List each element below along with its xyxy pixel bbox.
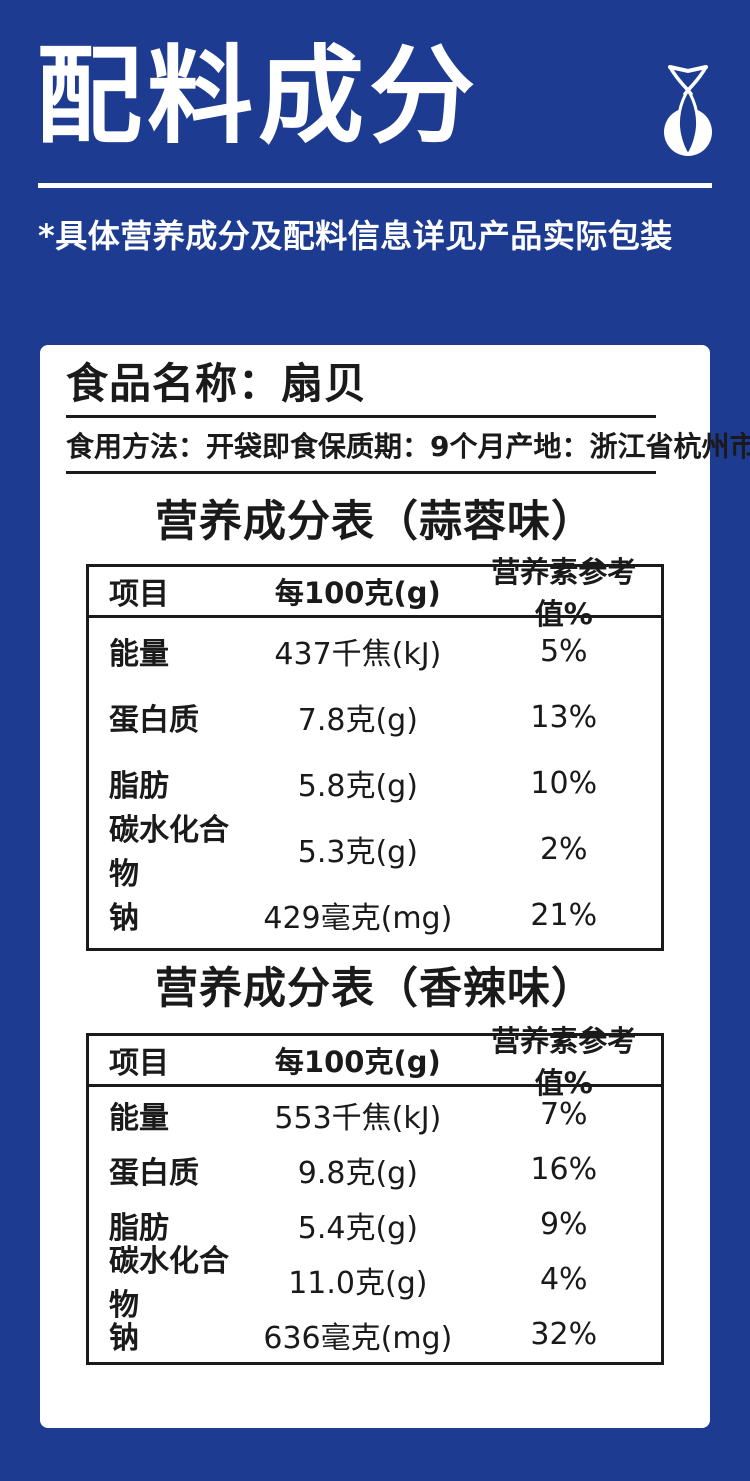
nutrient-amount: 9.8克(g) [297, 1155, 418, 1191]
col-header-per100g: 每100克(g) [274, 576, 441, 610]
nutrient-name: 碳水化合物 [109, 813, 229, 892]
nutrient-amount: 5.3克(g) [297, 835, 418, 870]
nutrient-amount: 5.4克(g) [297, 1210, 418, 1246]
nutrient-nrv: 32% [530, 1317, 598, 1352]
table-row: 能量 437千焦(kJ) 5% [89, 618, 661, 684]
table-row: 脂肪 5.8克(g) 10% [89, 750, 661, 816]
product-info-card: 食品名称：扇贝 食用方法：开袋即食 保质期：9个月 产地：浙江省杭州市 营养成分… [40, 345, 750, 1428]
fish-icon [664, 65, 712, 156]
table-row: 蛋白质 7.8克(g) 13% [89, 684, 661, 750]
nutrient-name: 蛋白质 [109, 1155, 199, 1191]
table-row: 碳水化合物 11.0克(g) 4% [89, 1244, 661, 1323]
disclaimer-note: *具体营养成分及配料信息详见产品实际包装 [38, 217, 673, 255]
shelf-life-text: 保质期：9个月 [318, 429, 506, 463]
table-row: 碳水化合物 5.3克(g) 2% [89, 813, 661, 892]
usage-text: 食用方法：开袋即食 [66, 429, 319, 463]
nutrient-amount: 429毫克(mg) [263, 901, 453, 936]
divider [66, 415, 656, 418]
col-header-nrv: 营养素参考值% [491, 1024, 637, 1100]
nutrition-title-spicy: 营养成分表（香辣味） [155, 964, 595, 1014]
nutrient-nrv: 10% [530, 765, 598, 801]
nutrition-title-garlic: 营养成分表（蒜蓉味） [155, 497, 595, 547]
nutrient-amount: 437千焦(kJ) [274, 637, 442, 672]
nutrient-nrv: 13% [530, 699, 598, 735]
table-row: 钠 636毫克(mg) 32% [89, 1307, 661, 1362]
origin-text: 产地：浙江省杭州市 [505, 429, 750, 463]
nutrient-name: 脂肪 [109, 1210, 169, 1246]
col-header-per100g: 每100克(g) [274, 1045, 441, 1079]
nutrition-table-garlic: 项目 每100克(g) 营养素参考值% 能量 437千焦(kJ) 5% 蛋白质 … [86, 555, 664, 951]
nutrient-nrv: 16% [530, 1152, 598, 1187]
nutrient-amount: 553千焦(kJ) [274, 1100, 442, 1136]
table-row: 钠 429毫克(mg) 21% [89, 882, 661, 948]
nutrient-nrv: 7% [539, 1097, 588, 1132]
nutrient-name: 能量 [109, 1100, 169, 1136]
nutrient-name: 蛋白质 [109, 703, 199, 738]
nutrient-nrv: 4% [539, 1262, 588, 1297]
header-divider [38, 183, 712, 188]
col-header-nrv: 营养素参考值% [491, 555, 637, 631]
table-row: 脂肪 5.4克(g) 9% [89, 1197, 661, 1252]
nutrient-nrv: 2% [539, 831, 588, 867]
product-meta-row: 食用方法：开袋即食 保质期：9个月 产地：浙江省杭州市 [66, 418, 750, 471]
nutrient-name: 钠 [109, 901, 139, 936]
nutrient-nrv: 9% [539, 1207, 588, 1242]
table-row: 能量 553千焦(kJ) 7% [89, 1087, 661, 1142]
divider [66, 471, 656, 474]
nutrient-amount: 5.8克(g) [297, 769, 418, 804]
col-header-item: 项目 [109, 1046, 169, 1081]
food-name: 食品名称：扇贝 [66, 359, 368, 408]
col-header-item: 项目 [109, 577, 169, 612]
nutrient-amount: 636毫克(mg) [263, 1320, 453, 1356]
nutrient-name: 能量 [109, 637, 169, 672]
table-header-row: 项目 每100克(g) 营养素参考值% [89, 1024, 661, 1100]
table-header-row: 项目 每100克(g) 营养素参考值% [89, 555, 661, 631]
nutrient-nrv: 5% [539, 633, 588, 669]
page-title: 配料成分 [36, 35, 480, 158]
nutrient-name: 钠 [109, 1320, 139, 1356]
nutrient-amount: 7.8克(g) [297, 703, 418, 738]
nutrient-nrv: 21% [530, 897, 598, 933]
nutrition-table-spicy: 项目 每100克(g) 营养素参考值% 能量 553千焦(kJ) 7% 蛋白质 … [86, 1024, 664, 1365]
nutrient-name: 脂肪 [109, 769, 169, 804]
table-row: 蛋白质 9.8克(g) 16% [89, 1142, 661, 1197]
nutrient-name: 碳水化合物 [109, 1243, 229, 1323]
nutrient-amount: 11.0克(g) [288, 1265, 428, 1301]
